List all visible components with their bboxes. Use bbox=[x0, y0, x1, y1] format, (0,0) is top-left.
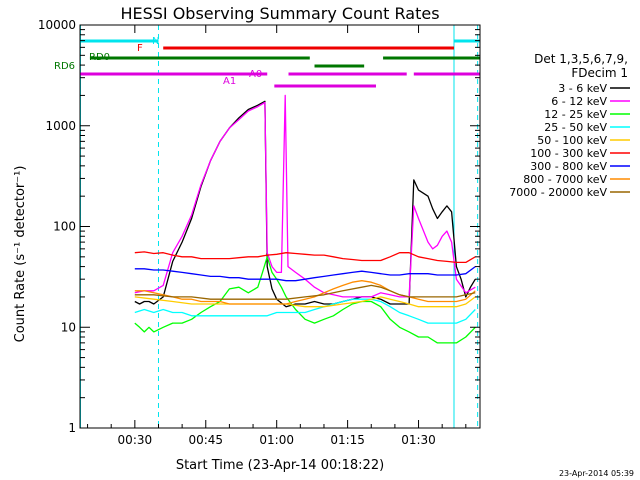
series-line-4 bbox=[134, 296, 476, 308]
x-tick-label-4: 01:30 bbox=[401, 433, 436, 447]
y-tick-label-2: 100 bbox=[53, 220, 76, 234]
flag-bars: NF RD0 RD6 A0 A1 bbox=[54, 36, 480, 88]
series-line-7 bbox=[134, 280, 476, 305]
legend-label-4: 50 - 100 keV bbox=[537, 134, 607, 147]
legend-label-1: 6 - 12 keV bbox=[551, 95, 607, 108]
flag-label-2: RD0 bbox=[89, 52, 110, 63]
y-tick-label-1: 10 bbox=[61, 320, 76, 334]
series-line-0 bbox=[134, 100, 476, 308]
legend-label-3: 25 - 50 keV bbox=[544, 121, 607, 134]
flag-label-0: N bbox=[152, 36, 159, 47]
flag-label-1: F bbox=[137, 43, 143, 54]
legend-label-7: 800 - 7000 keV bbox=[523, 173, 607, 186]
legend-label-6: 300 - 800 keV bbox=[530, 160, 607, 173]
chart-title: HESSI Observing Summary Count Rates bbox=[120, 4, 439, 23]
series-line-8 bbox=[134, 284, 476, 300]
x-tick-label-0: 00:30 bbox=[118, 433, 153, 447]
x-tick-label-1: 00:45 bbox=[188, 433, 223, 447]
y-tick-label-3: 1000 bbox=[45, 119, 76, 133]
axes: 00:30 00:45 01:00 01:15 01:30 1 10 100 1000 10000 bbox=[38, 18, 481, 447]
series-line-6 bbox=[134, 266, 476, 282]
flag-label-5: A1 bbox=[223, 76, 236, 87]
series-line-3 bbox=[134, 298, 476, 324]
data-layer bbox=[79, 25, 479, 428]
legend-title-line-1: Det 1,3,5,6,7,9, bbox=[534, 52, 628, 66]
legend-label-8: 7000 - 20000 keV bbox=[509, 186, 607, 199]
flag-label-4: A0 bbox=[249, 69, 262, 80]
legend-label-5: 100 - 300 keV bbox=[530, 147, 607, 160]
series-line-2 bbox=[134, 256, 476, 344]
y-axis-label: Count Rate (s⁻¹ detector⁻¹) bbox=[13, 166, 28, 343]
series-line-5 bbox=[134, 251, 476, 264]
y-tick-label-0: 1 bbox=[68, 421, 76, 435]
legend-label-2: 12 - 25 keV bbox=[544, 108, 607, 121]
legend-title-line-2: FDecim 1 bbox=[571, 66, 628, 80]
x-tick-label-2: 01:00 bbox=[259, 433, 294, 447]
timestamp: 23-Apr-2014 05:39 bbox=[559, 469, 634, 478]
x-tick-label-3: 01:15 bbox=[330, 433, 365, 447]
flag-label-3: RD6 bbox=[54, 61, 75, 72]
x-axis-label: Start Time (23-Apr-14 00:18:22) bbox=[176, 458, 384, 473]
y-tick-label-4: 10000 bbox=[38, 18, 76, 32]
legend-label-0: 3 - 6 keV bbox=[558, 82, 607, 95]
